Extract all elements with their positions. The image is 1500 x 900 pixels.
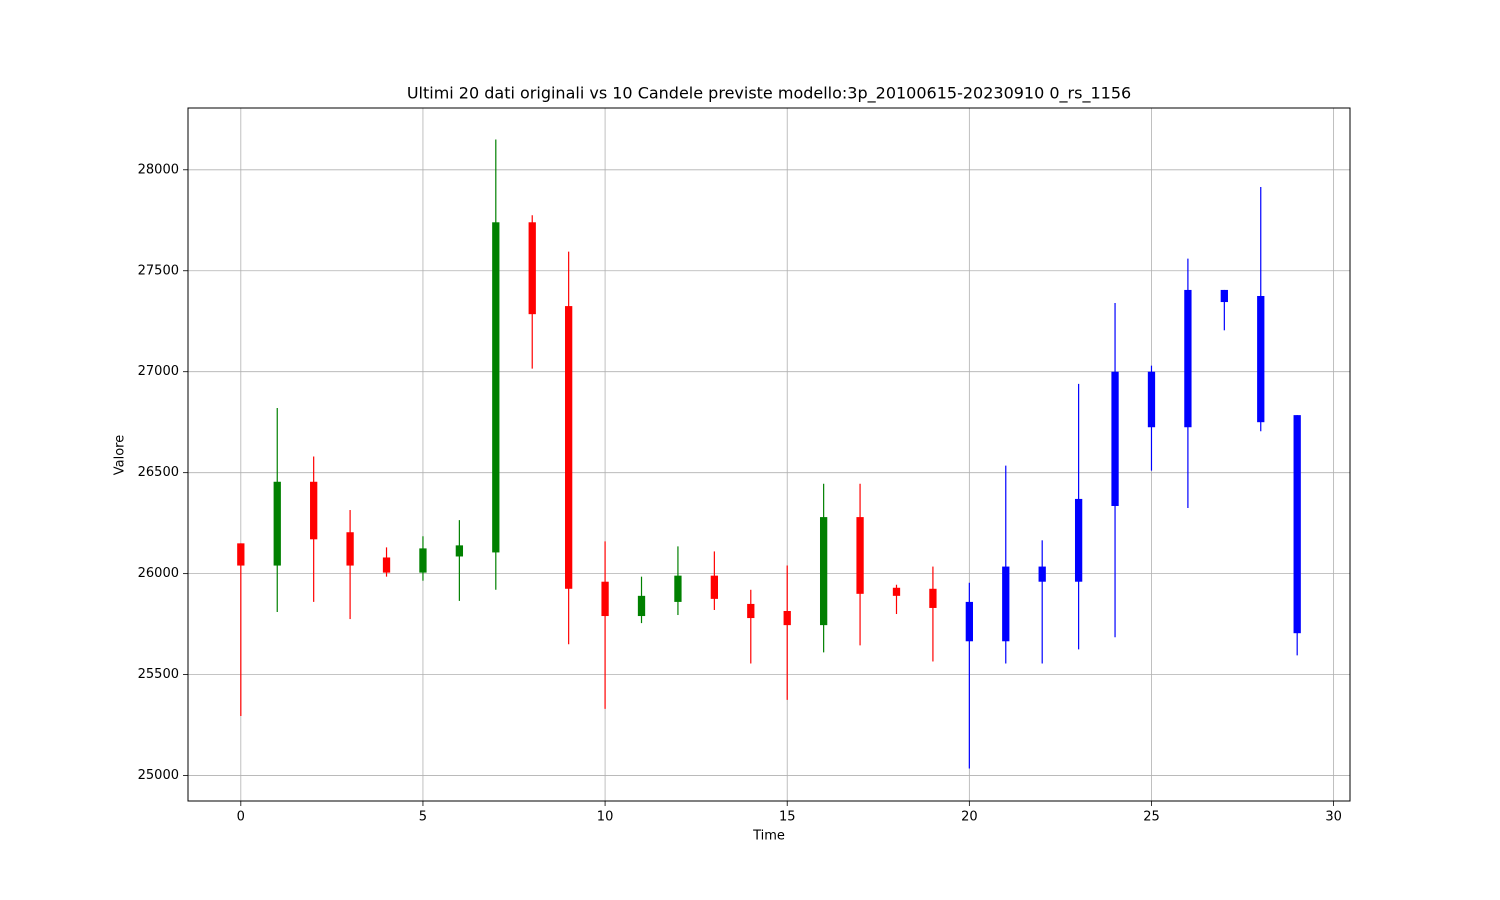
- candle-body: [710, 575, 719, 599]
- candle-body: [1038, 566, 1046, 582]
- x-tick-label: 20: [961, 810, 978, 825]
- chart-title: Ultimi 20 dati originali vs 10 Candele p…: [407, 84, 1131, 104]
- candle-body: [419, 548, 427, 573]
- y-tick-label: 27500: [138, 263, 179, 278]
- y-tick-label: 25000: [138, 768, 179, 783]
- candle-body: [1184, 289, 1192, 428]
- x-tick-label: 0: [237, 810, 245, 825]
- y-tick-label: 27000: [138, 364, 179, 379]
- candle-body: [1293, 415, 1301, 634]
- candle-body: [310, 481, 318, 540]
- candle-body: [783, 610, 791, 626]
- x-tick-label: 10: [597, 810, 614, 825]
- candle-body: [929, 588, 937, 608]
- candle-body: [237, 543, 245, 566]
- candle-body: [382, 557, 391, 573]
- x-tick-label: 5: [419, 810, 427, 825]
- candle-body: [1147, 371, 1156, 428]
- candle-body: [856, 517, 864, 594]
- plot-frame: [187, 107, 1351, 802]
- x-tick-label: 25: [1143, 810, 1160, 825]
- candle-body: [1111, 371, 1119, 506]
- y-axis-label: Valore: [113, 435, 128, 475]
- candle-body: [1074, 498, 1083, 582]
- candle-body: [747, 603, 755, 619]
- candle-body: [273, 481, 281, 566]
- candle-body: [528, 222, 536, 315]
- candle-body: [601, 581, 609, 617]
- y-tick-label: 25500: [138, 667, 179, 682]
- x-tick-label: 15: [779, 810, 796, 825]
- candle-body: [492, 222, 500, 553]
- candle-body: [1002, 566, 1010, 642]
- candle-body: [637, 595, 646, 617]
- y-tick-label: 28000: [138, 162, 179, 177]
- candle-body: [455, 545, 464, 557]
- candle-body: [819, 517, 828, 626]
- y-tick-label: 26000: [138, 566, 179, 581]
- candle-body: [346, 532, 354, 566]
- candle-body: [965, 601, 973, 642]
- x-tick-label: 30: [1325, 810, 1342, 825]
- x-axis-label: Time: [752, 829, 785, 844]
- y-tick-label: 26500: [138, 465, 179, 480]
- candle-body: [1220, 289, 1228, 303]
- candle-body: [892, 587, 901, 596]
- candle-body: [565, 306, 573, 589]
- candle-body: [674, 575, 682, 602]
- candle-body: [1257, 295, 1265, 423]
